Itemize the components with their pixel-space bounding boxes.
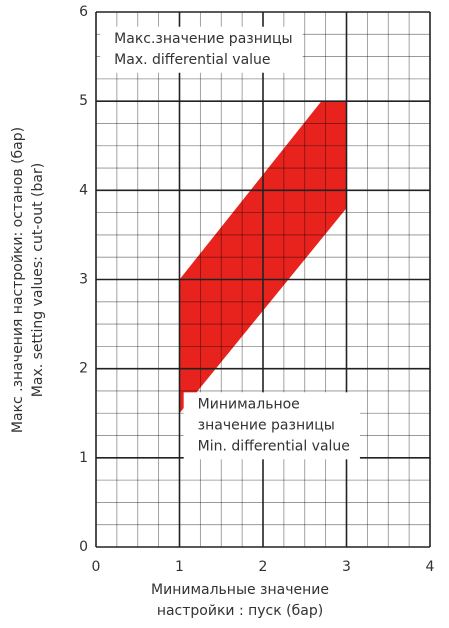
annotation-text: Max. differential value (114, 52, 270, 68)
y-tick-label: 0 (79, 539, 88, 555)
y-tick-label: 6 (79, 4, 88, 20)
x-tick-label: 0 (92, 559, 101, 575)
y-tick-label: 2 (79, 361, 88, 377)
annotation: Минимальное значение разницы Min. differen… (183, 392, 360, 460)
x-axis-label: настройки : пуск (бар) (157, 603, 323, 619)
annotation-text: Минимальное (198, 396, 300, 412)
annotation-box (100, 26, 303, 73)
x-tick-label: 3 (342, 559, 351, 575)
x-axis-label: Минимальные значение (151, 582, 329, 598)
y-tick-label: 5 (79, 93, 88, 109)
x-tick-label: 2 (259, 559, 268, 575)
y-tick-label: 1 (79, 450, 88, 466)
y-tick-label: 4 (79, 182, 88, 198)
x-tick-label: 4 (426, 559, 435, 575)
annotation-text: Макс.значение разницы (114, 31, 292, 47)
y-tick-label: 3 (79, 272, 88, 288)
y-axis-label: Макс .значения настройки: останов (бар) (10, 127, 26, 433)
x-tick-label: 1 (175, 559, 184, 575)
annotation-box (183, 392, 360, 460)
annotation-text: Min. differential value (198, 438, 350, 454)
y-axis-label: Max. setting values: cut-out (bar) (30, 163, 46, 397)
annotation: Макс.значение разницы Max. differential v… (100, 26, 303, 73)
annotation-text: значение разницы (198, 417, 335, 433)
